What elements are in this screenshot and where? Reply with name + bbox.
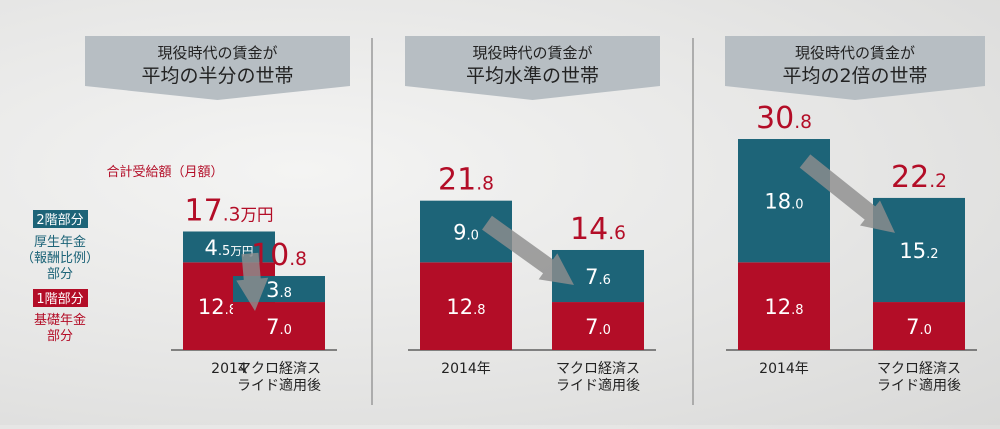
title-line-2: 平均の半分の世帯 <box>141 65 293 87</box>
title-banner <box>725 36 985 100</box>
title-line-2: 平均水準の世帯 <box>466 65 599 87</box>
total-label: 21.8 <box>438 163 494 198</box>
legend-tier1-desc: 基礎年金 <box>34 312 86 328</box>
legend-tier1-tag-bg <box>33 289 88 307</box>
total-label: 17.3万円 <box>185 193 274 228</box>
arrow-shape <box>236 252 269 312</box>
bar-tier1 <box>738 262 830 350</box>
value-label-tier2: 18.0 <box>764 190 803 214</box>
value-label-tier1: 7.0 <box>266 315 292 339</box>
category-label: 2014 <box>211 361 247 377</box>
value-label-tier2: 7.6 <box>585 265 611 289</box>
value-label-tier2: 15.2 <box>899 239 938 263</box>
legend-tier2-tag-bg <box>33 210 88 228</box>
bar-tier1 <box>233 302 325 350</box>
value-label-tier1: 7.0 <box>906 315 932 339</box>
bar-tier1 <box>420 262 512 350</box>
value-label-tier1: 7.0 <box>585 315 611 339</box>
title-line-1: 現役時代の賃金が <box>795 44 915 62</box>
arrow-shape <box>482 215 575 285</box>
trend-arrow <box>482 215 575 285</box>
title-line-1: 現役時代の賃金が <box>157 44 277 62</box>
category-label: マクロ経済ス <box>877 361 961 377</box>
value-label-tier2: 9.0 <box>453 220 479 244</box>
bar-tier1 <box>552 302 644 350</box>
value-label-tier2: 3.8 <box>266 278 292 302</box>
value-label-tier1: 12.8 <box>446 295 485 319</box>
legend-tier1-tag: 1階部分 <box>36 292 83 307</box>
category-label: ライド適用後 <box>877 377 961 394</box>
category-label: マクロ経済ス <box>237 361 321 377</box>
panel-dividers <box>371 38 694 405</box>
legend-tier2-desc: （報酬比例） <box>21 251 99 266</box>
title-line-2: 平均の2倍の世帯 <box>782 65 927 87</box>
legend-tier2-desc: 厚生年金 <box>34 234 86 250</box>
category-label: マクロ経済ス <box>556 361 640 377</box>
trend-arrow <box>236 252 269 312</box>
legend-tier2-tag: 2階部分 <box>36 213 83 228</box>
arrow-shape <box>799 154 895 233</box>
value-label-tier1: 12.8 <box>764 295 803 319</box>
chart-panels: 現役時代の賃金が平均の半分の世帯12.8万円4.5万円17.3万円20147.0… <box>85 36 985 394</box>
bar-tier1 <box>873 302 965 350</box>
bar-tier2 <box>183 231 275 263</box>
category-label: ライド適用後 <box>237 377 321 394</box>
total-label: 30.8 <box>756 101 812 136</box>
total-label: 22.2 <box>891 160 947 195</box>
title-banner <box>405 36 660 100</box>
chart-panel-1: 現役時代の賃金が平均の半分の世帯12.8万円4.5万円17.3万円20147.0… <box>85 36 350 394</box>
category-label: 2014年 <box>441 361 491 377</box>
legend-total-label: 合計受給額（月額） <box>106 164 223 180</box>
total-label: 14.6 <box>570 212 626 247</box>
trend-arrow <box>799 154 895 233</box>
title-banner <box>85 36 350 100</box>
category-label: 2014年 <box>759 361 809 377</box>
category-label: ライド適用後 <box>556 377 640 394</box>
title-line-1: 現役時代の賃金が <box>472 44 592 62</box>
legend-tier1-desc: 部分 <box>47 329 73 344</box>
bar-tier2 <box>873 197 965 303</box>
legend-tier2-desc: 部分 <box>47 267 73 282</box>
